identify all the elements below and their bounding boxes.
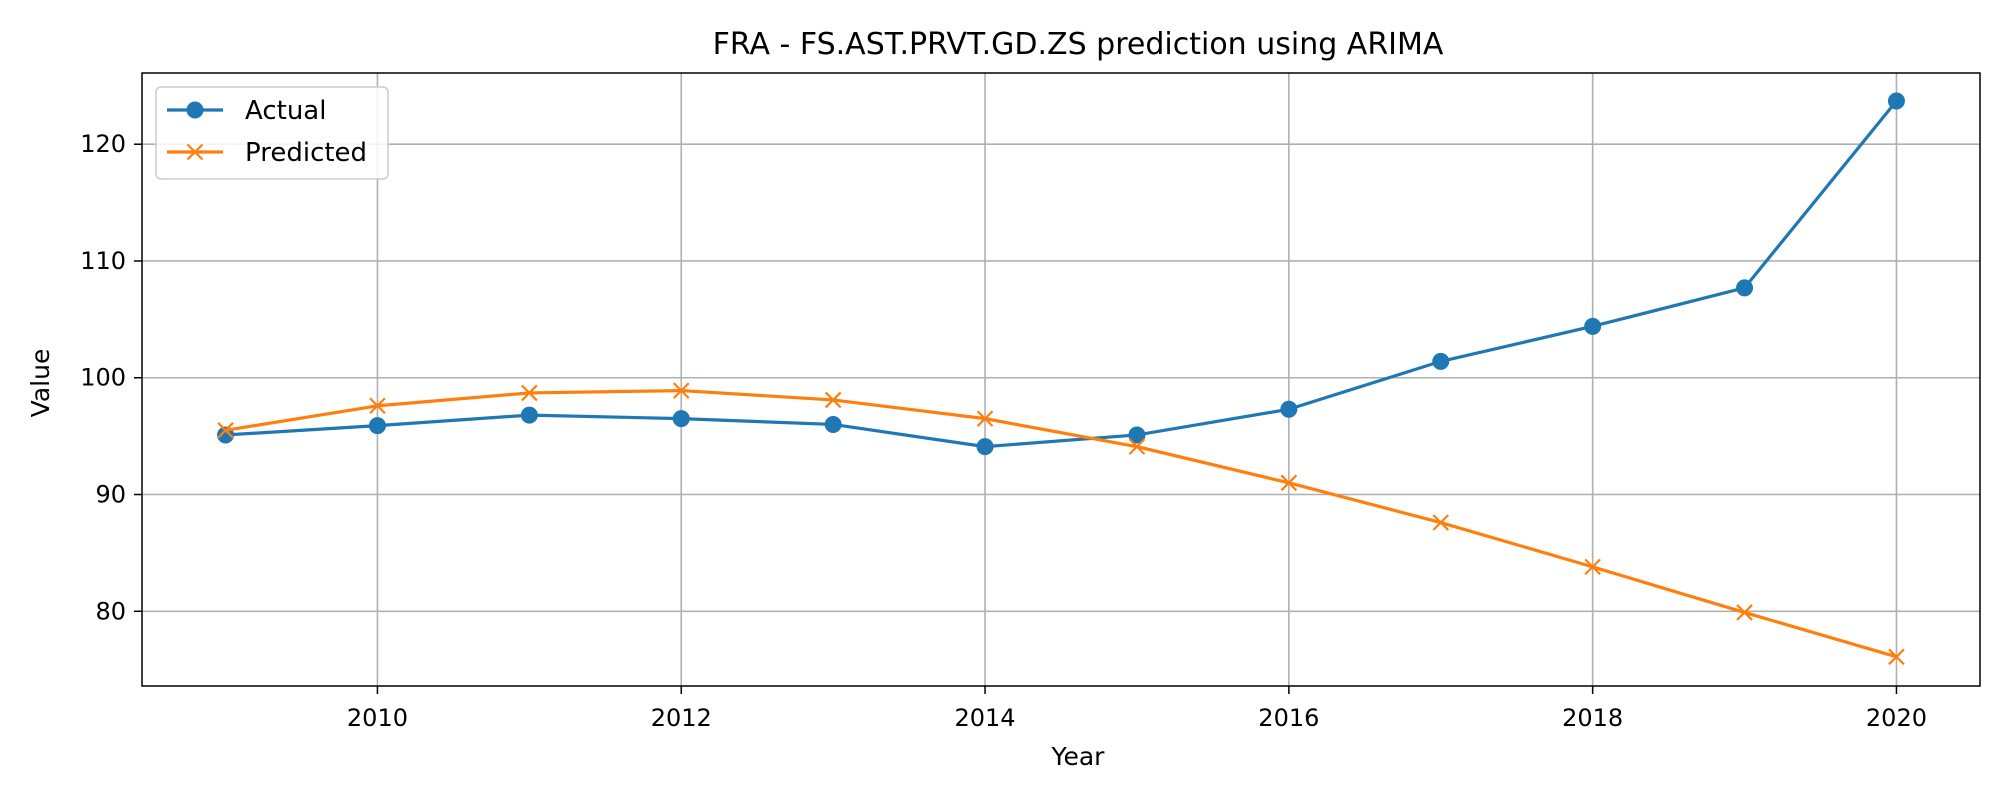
y-tick-label: 120	[80, 130, 126, 158]
data-point-predicted	[217, 422, 234, 439]
series-predicted	[217, 382, 1905, 666]
data-point-predicted	[1736, 604, 1753, 621]
x-axis-ticks: 2010 2012 2014 2016 2018 2020	[347, 686, 1927, 732]
y-tick-label: 80	[95, 597, 126, 625]
y-tick-label: 90	[95, 481, 126, 509]
data-point-actual	[672, 410, 690, 428]
data-point-actual	[1584, 317, 1602, 335]
x-axis-label: Year	[1051, 742, 1106, 771]
data-point-actual	[368, 417, 386, 435]
series-line-predicted	[223, 388, 1899, 659]
data-point-actual	[1432, 352, 1450, 370]
data-point-predicted	[976, 410, 994, 427]
data-point-actual	[824, 415, 842, 433]
data-point-actual	[1128, 426, 1146, 444]
legend-marker-actual	[186, 101, 204, 119]
series-actual	[217, 92, 1905, 456]
y-axis-label: Value	[26, 349, 55, 418]
grid-lines	[142, 73, 1980, 686]
legend-item-actual: Actual	[167, 96, 326, 126]
x-tick-label: 2010	[347, 704, 408, 732]
y-tick-label: 110	[80, 247, 126, 275]
x-tick-label: 2014	[955, 704, 1016, 732]
legend: Actual Predicted	[155, 86, 389, 180]
data-series	[217, 92, 1905, 666]
x-tick-label: 2018	[1562, 704, 1623, 732]
data-point-actual	[1736, 279, 1754, 297]
data-point-predicted	[369, 397, 386, 415]
x-tick-label: 2012	[651, 704, 712, 732]
legend-marker-predicted	[186, 143, 204, 161]
data-point-actual	[1887, 92, 1905, 110]
data-point-predicted	[1280, 474, 1298, 492]
data-point-actual	[976, 438, 994, 456]
data-point-actual	[520, 406, 538, 424]
legend-label-predicted: Predicted	[245, 138, 367, 168]
data-point-predicted	[1584, 558, 1601, 576]
y-tick-label: 100	[80, 364, 126, 392]
data-point-predicted	[1128, 438, 1146, 455]
x-tick-label: 2020	[1866, 704, 1927, 732]
x-tick-label: 2016	[1258, 704, 1319, 732]
data-point-actual	[1280, 400, 1298, 418]
data-point-predicted	[672, 382, 690, 399]
y-axis-ticks: 80 90 100 110 120	[80, 130, 142, 625]
series-line-actual	[223, 99, 1899, 449]
plot-frame	[141, 72, 1981, 687]
legend-item-predicted: Predicted	[167, 138, 367, 168]
legend-label-actual: Actual	[245, 96, 326, 126]
data-point-predicted	[521, 384, 538, 402]
data-point-predicted	[824, 391, 842, 409]
data-point-predicted	[1888, 648, 1905, 666]
chart-title: FRA - FS.AST.PRVT.GD.ZS prediction using…	[713, 27, 1444, 62]
data-point-predicted	[1432, 514, 1450, 531]
